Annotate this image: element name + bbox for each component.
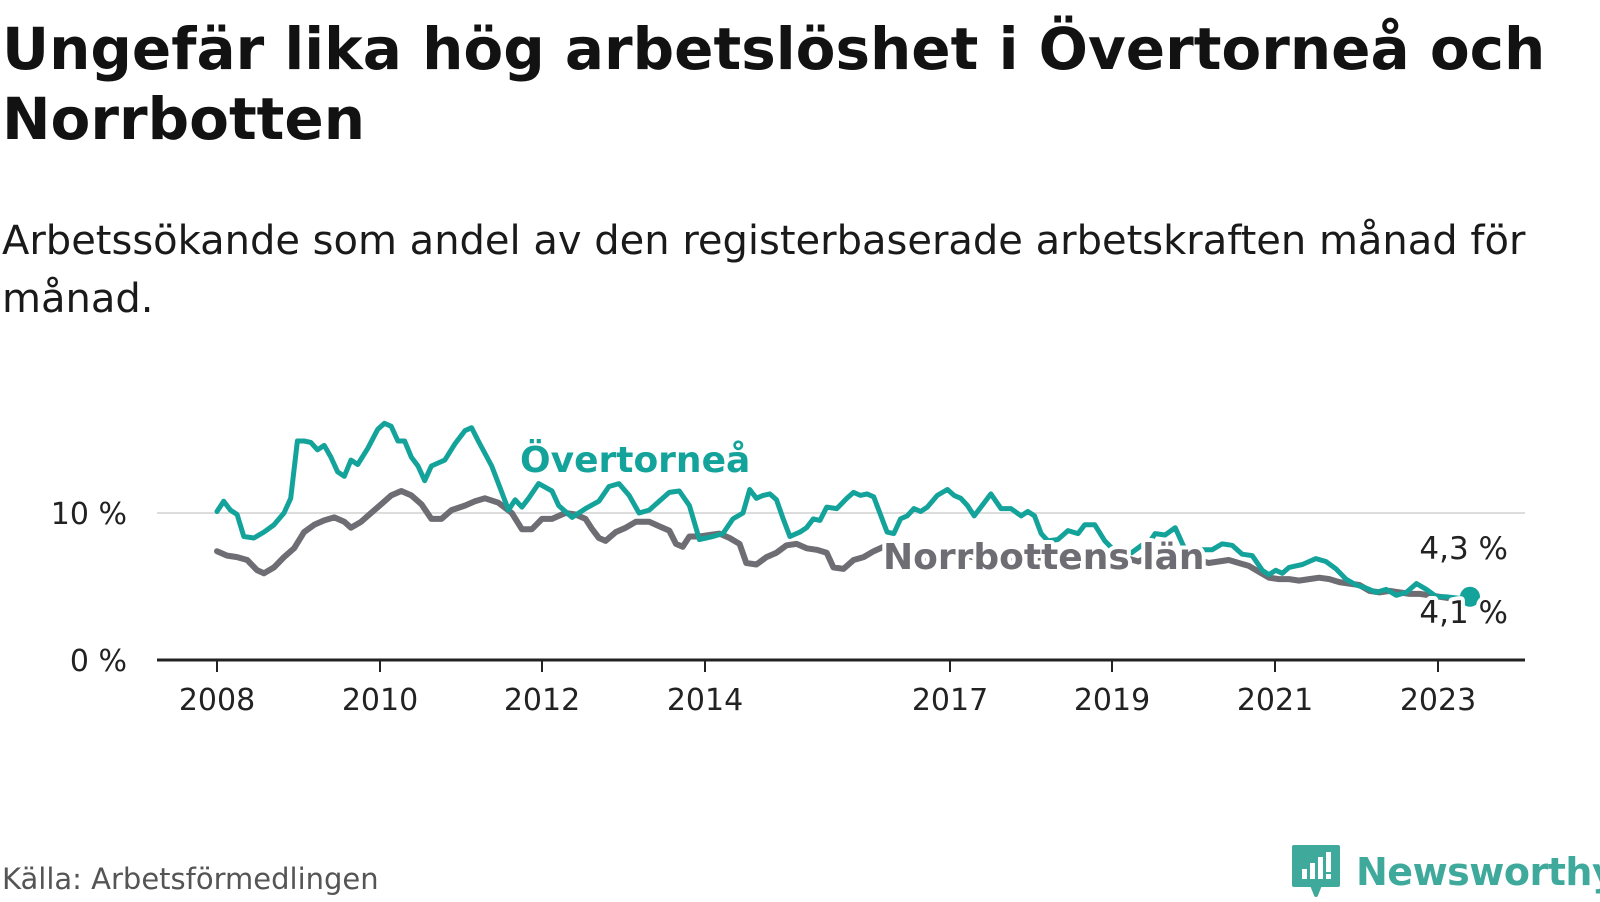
end-point-marker [1460,586,1480,607]
x-tick-label: 2014 [667,683,743,718]
y-tick-label: 0 % [70,644,127,679]
y-tick-label: 10 % [51,497,127,532]
series-lines [214,420,1473,605]
chart-subtitle: Arbetssökande som andel av den registerb… [2,218,1526,322]
x-tick-label: 2017 [912,683,988,718]
series-line-norrbotten [214,488,1473,605]
x-tick-label: 2010 [342,683,418,718]
x-tick-label: 2019 [1074,683,1150,718]
series-label-norrbotten: Norrbottens län [883,537,1205,578]
annotations: Övertorneå Norrbottens län 4,3 % 4,1 % [516,435,1512,635]
end-label-norrbotten: 4,1 % [1419,595,1508,631]
x-tick-label: 2023 [1400,683,1476,718]
x-tick-label: 2008 [179,683,255,718]
end-label-overtornea: 4,3 % [1419,531,1508,567]
series-label-overtornea: Övertorneå [520,439,750,481]
chart-title: Ungefär lika hög arbetslöshet i Övertorn… [2,15,1546,153]
newsworthy-logo-icon [1292,845,1340,897]
x-tick-label: 2021 [1237,683,1313,718]
series-line-overtornea [214,420,1473,601]
line-chart: 0 % 10 % 2008 2010 2012 2014 2017 2019 2021 2023… [51,420,1525,718]
x-tick-label: 2012 [504,683,580,718]
x-axis: 2008 2010 2012 2014 2017 2019 2021 2023 [157,658,1525,718]
brand-logo[interactable]: Newsworthy [1290,842,1600,902]
gridlines: 0 % 10 % [51,497,1525,679]
brand-name: Newsworthy [1356,850,1600,894]
source-note: Källa: Arbetsförmedlingen [2,862,379,896]
